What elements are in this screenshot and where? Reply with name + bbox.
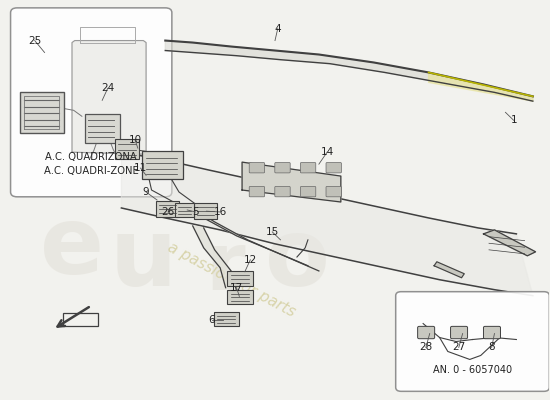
Text: 12: 12: [244, 255, 257, 265]
FancyBboxPatch shape: [115, 140, 139, 159]
Polygon shape: [242, 162, 341, 202]
FancyBboxPatch shape: [300, 186, 316, 197]
FancyBboxPatch shape: [395, 292, 549, 391]
Text: 11: 11: [134, 163, 147, 173]
Text: r: r: [206, 229, 245, 307]
Text: AN. 0 - 6057040: AN. 0 - 6057040: [433, 365, 512, 375]
FancyBboxPatch shape: [483, 326, 500, 339]
Text: 9: 9: [143, 187, 150, 197]
Polygon shape: [192, 226, 236, 291]
Polygon shape: [483, 230, 536, 256]
Text: 24: 24: [101, 83, 114, 93]
Polygon shape: [72, 40, 146, 154]
Polygon shape: [122, 152, 533, 296]
FancyBboxPatch shape: [10, 8, 172, 197]
Text: 28: 28: [419, 342, 432, 352]
FancyBboxPatch shape: [275, 162, 290, 173]
Text: e: e: [40, 202, 104, 294]
Text: 26: 26: [161, 207, 175, 217]
FancyBboxPatch shape: [227, 271, 252, 286]
Polygon shape: [182, 204, 319, 271]
Polygon shape: [166, 40, 533, 101]
Text: 15: 15: [266, 227, 279, 237]
FancyBboxPatch shape: [213, 312, 239, 326]
Polygon shape: [428, 72, 533, 101]
Text: a passion for parts: a passion for parts: [164, 240, 298, 320]
FancyBboxPatch shape: [326, 186, 342, 197]
Text: 6: 6: [208, 314, 215, 324]
FancyBboxPatch shape: [249, 186, 265, 197]
FancyBboxPatch shape: [450, 326, 468, 339]
Text: 14: 14: [321, 147, 334, 157]
Text: 8: 8: [488, 342, 495, 352]
FancyBboxPatch shape: [194, 203, 217, 219]
Text: u: u: [109, 214, 177, 306]
Text: 10: 10: [129, 135, 142, 145]
FancyBboxPatch shape: [175, 203, 194, 217]
FancyBboxPatch shape: [249, 162, 265, 173]
FancyBboxPatch shape: [300, 162, 316, 173]
Text: o: o: [265, 214, 329, 306]
Text: 5: 5: [192, 207, 199, 217]
Text: 25: 25: [28, 36, 41, 46]
Text: A.C. QUADRIZONA
A.C. QUADRI-ZONE: A.C. QUADRIZONA A.C. QUADRI-ZONE: [44, 152, 139, 176]
FancyBboxPatch shape: [156, 201, 179, 217]
FancyBboxPatch shape: [142, 151, 183, 179]
FancyBboxPatch shape: [275, 186, 290, 197]
Text: 4: 4: [274, 24, 281, 34]
FancyBboxPatch shape: [417, 326, 434, 339]
Text: 17: 17: [230, 283, 243, 293]
Polygon shape: [434, 262, 464, 278]
Text: 1: 1: [510, 115, 517, 125]
Text: 16: 16: [213, 207, 227, 217]
FancyBboxPatch shape: [63, 313, 98, 326]
FancyBboxPatch shape: [85, 114, 120, 143]
FancyBboxPatch shape: [227, 290, 252, 304]
FancyBboxPatch shape: [326, 162, 342, 173]
FancyBboxPatch shape: [20, 92, 64, 133]
Text: 27: 27: [452, 342, 465, 352]
